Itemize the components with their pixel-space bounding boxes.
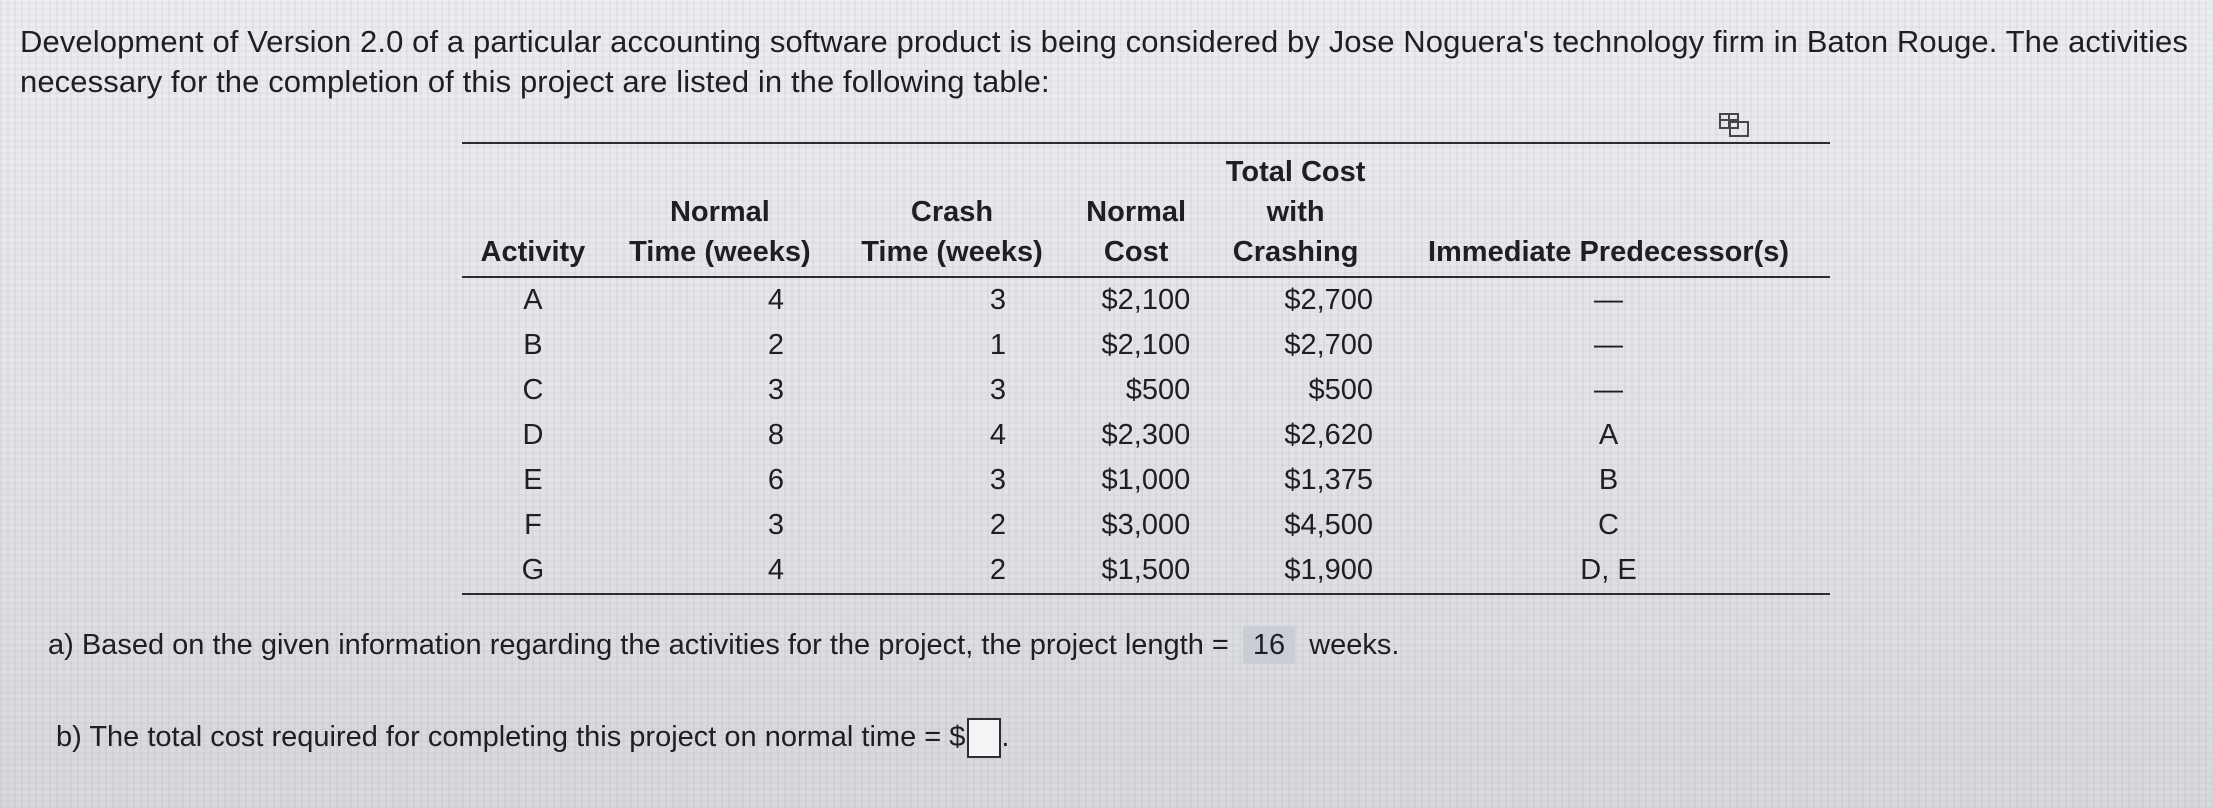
cell-crash-cost: $4,500 (1284, 509, 1374, 541)
cell-activity: G (462, 548, 604, 595)
table-header: Activity Normal Time (weeks) Crash Time … (462, 152, 1830, 278)
cell-activity: C (522, 374, 544, 406)
cell-activity: F (524, 509, 542, 541)
header-activity: Activity (462, 152, 604, 278)
cell-crash-cost: $2,700 (1284, 329, 1374, 361)
table-row: D 8 4 $2,300 $2,620 A (462, 413, 1830, 458)
cell-predecessors: C (1598, 509, 1619, 541)
header-total-cost-line3: Crashing (1232, 236, 1359, 268)
table-row: A 4 3 $2,100 $2,700 — (462, 277, 1830, 323)
header-crash-time-line2: Time (weeks) (861, 236, 1043, 268)
cell-crash-time: 3 (989, 284, 1007, 316)
header-total-cost-line1: Total Cost (1225, 156, 1366, 188)
cell-normal-cost: $2,100 (1101, 329, 1191, 361)
cell-predecessors: D, E (1387, 548, 1830, 595)
question-a-prefix: a) Based on the given information regard… (48, 629, 1229, 661)
cell-activity: A (523, 284, 543, 316)
cell-crash-cost: $2,700 (1284, 284, 1374, 316)
cell-crash-cost: $500 (1308, 374, 1374, 406)
activity-table-container: Activity Normal Time (weeks) Crash Time … (462, 113, 1830, 595)
cell-normal-time: 2 (767, 329, 784, 361)
cell-normal-time: 8 (767, 419, 784, 451)
cell-crash-cost: $1,900 (1204, 548, 1388, 595)
table-row: G 4 2 $1,500 $1,900 D, E (462, 548, 1830, 595)
cell-normal-cost: $3,000 (1101, 509, 1191, 541)
header-normal-cost: Normal Cost (1068, 152, 1205, 278)
table-header-row: Activity Normal Time (weeks) Crash Time … (462, 152, 1830, 278)
cell-normal-time: 6 (767, 464, 784, 496)
table-row: C 3 3 $500 $500 — (462, 368, 1830, 413)
cell-crash-time: 3 (989, 464, 1007, 496)
cell-crash-cost: $1,375 (1284, 464, 1374, 496)
cell-normal-cost: $500 (1125, 374, 1191, 406)
cell-normal-time: 4 (767, 284, 784, 316)
header-predecessors-label: Immediate Predecessor(s) (1427, 236, 1790, 268)
copy-table-icon-glyph (1719, 113, 1749, 137)
question-b-prefix: b) The total cost required for completin… (56, 721, 966, 753)
copy-table-icon[interactable] (1718, 112, 1750, 138)
cell-normal-time: 3 (767, 509, 784, 541)
cell-predecessors: — (1594, 284, 1623, 316)
cell-activity: B (523, 329, 543, 361)
table-row: F 3 2 $3,000 $4,500 C (462, 503, 1830, 548)
header-total-cost-line2: with (1266, 196, 1325, 228)
question-b: b) The total cost required for completin… (56, 718, 1009, 759)
question-a: a) Based on the given information regard… (48, 626, 1400, 664)
header-normal-time-line1: Normal (669, 196, 770, 228)
cell-normal-cost: $1,500 (1068, 548, 1205, 595)
cell-predecessors: — (1594, 329, 1623, 361)
cell-crash-time: 4 (989, 419, 1007, 451)
activity-table: Activity Normal Time (weeks) Crash Time … (462, 152, 1830, 595)
header-predecessors: Immediate Predecessor(s) (1387, 152, 1830, 278)
cell-predecessors: B (1598, 464, 1619, 496)
table-row: E 6 3 $1,000 $1,375 B (462, 458, 1830, 503)
header-normal-cost-line2: Cost (1103, 236, 1169, 268)
cell-crash-time: 3 (989, 374, 1007, 406)
header-normal-cost-line1: Normal (1086, 196, 1187, 228)
table-body: A 4 3 $2,100 $2,700 — B 2 1 $2,100 $2,70… (462, 277, 1830, 595)
project-length-answer: 16 (1242, 626, 1296, 664)
cell-activity: E (523, 464, 543, 496)
cell-predecessors: A (1598, 419, 1619, 451)
cell-predecessors: — (1594, 374, 1623, 406)
cell-normal-cost: $2,300 (1101, 419, 1191, 451)
cell-crash-time: 2 (835, 548, 1069, 595)
table-top-rule (462, 142, 1830, 144)
header-total-cost: Total Cost with Crashing (1204, 152, 1388, 278)
header-crash-time-line1: Crash (910, 196, 994, 228)
cell-normal-cost: $1,000 (1101, 464, 1191, 496)
header-normal-time-line2: Time (weeks) (629, 236, 811, 268)
cell-crash-time: 1 (989, 329, 1007, 361)
cell-activity: D (522, 419, 544, 451)
question-a-suffix: weeks. (1309, 629, 1400, 661)
problem-intro: Development of Version 2.0 of a particul… (20, 24, 2188, 99)
header-crash-time: Crash Time (weeks) (835, 152, 1069, 278)
header-activity-label: Activity (480, 236, 586, 268)
cell-normal-cost: $2,100 (1101, 284, 1191, 316)
header-normal-time: Normal Time (weeks) (603, 152, 836, 278)
cell-crash-cost: $2,620 (1284, 419, 1374, 451)
table-row: B 2 1 $2,100 $2,700 — (462, 323, 1830, 368)
cell-normal-time: 4 (603, 548, 836, 595)
cell-crash-time: 2 (989, 509, 1007, 541)
total-cost-input[interactable] (967, 718, 1002, 759)
cell-normal-time: 3 (767, 374, 784, 406)
